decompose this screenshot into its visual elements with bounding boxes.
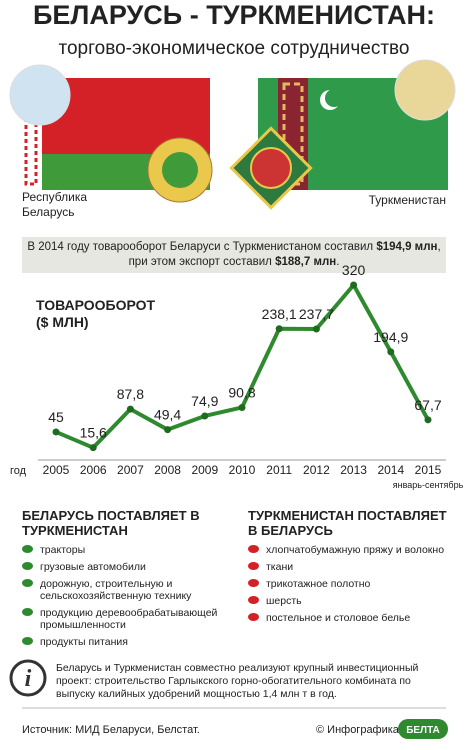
summary-box: [22, 237, 446, 273]
point: [201, 412, 209, 420]
x-tick-label: 2010: [229, 463, 256, 477]
list-item: грузовые автомобили: [22, 561, 222, 573]
list-item: постельное и столовое белье: [248, 612, 448, 624]
note: Беларусь и Туркменистан совместно реализ…: [56, 662, 419, 700]
ornament: [24, 82, 38, 186]
summary-text: $188,7 млн: [275, 256, 337, 268]
value-label: 74,9: [191, 393, 218, 409]
value-label: 67,7: [414, 397, 441, 413]
list-item: ткани: [248, 561, 448, 573]
point: [164, 426, 172, 434]
emblem: [250, 147, 292, 189]
import-list: хлопчатобумажную пряжу и волокно ткани три…: [248, 544, 448, 629]
list-item: тракторы: [22, 544, 222, 556]
emblem: [162, 152, 198, 188]
value-label: 238,1: [262, 306, 297, 322]
point: [89, 444, 97, 452]
x-axis-label: год: [10, 465, 27, 477]
x-tick-label: 2013: [340, 463, 367, 477]
x-tick-label: 2015: [415, 463, 442, 477]
carpet: [282, 82, 304, 186]
value-label: 320: [342, 262, 366, 278]
x-tick-label: 2008: [154, 463, 181, 477]
point: [387, 348, 395, 356]
globe: [394, 59, 456, 121]
summary-text: .: [336, 256, 340, 268]
export-list: тракторы грузовые автомобили дорожную, стр…: [22, 544, 222, 653]
info-icon: [9, 659, 47, 697]
x-tick-label: 2012: [303, 463, 330, 477]
country-label: Туркменистан: [368, 193, 446, 207]
list-item: продукцию деревообрабатывающей промышлен…: [22, 607, 222, 631]
point: [350, 281, 358, 289]
logo-text: БЕЛТА: [406, 725, 440, 736]
summary-text: , при этом экспорт составил: [128, 241, 441, 268]
value-label: 87,8: [117, 386, 144, 402]
x-tick-label: 2011: [266, 463, 292, 477]
title: БЕЛАРУСЬ - ТУРКМЕНИСТАН:: [33, 0, 435, 30]
x-note: январь-сентябрь: [393, 480, 464, 490]
point: [52, 428, 60, 436]
crescent: [325, 89, 343, 107]
value-label: 237,7: [299, 306, 334, 322]
value-label: 49,4: [154, 407, 181, 423]
country-label: Республика Беларусь: [22, 190, 88, 219]
summary: В 2014 году товарооборот Беларуси с Турк…: [26, 240, 442, 270]
value-label: 45: [48, 409, 64, 425]
list-title: ТУРКМЕНИСТАН ПОСТАВЛЯЕТ В БЕЛАРУСЬ: [248, 508, 447, 538]
point: [275, 325, 283, 333]
summary-text: В 2014 году товарооборот Беларуси с Турк…: [27, 241, 377, 253]
list-item: продукты питания: [22, 636, 222, 648]
summary-text: $194,9 млн: [376, 241, 438, 253]
list-item: трикотажное полотно: [248, 578, 448, 590]
value-label: 194,9: [373, 329, 408, 345]
x-tick-label: 2007: [117, 463, 144, 477]
x-tick-label: 2006: [80, 463, 107, 477]
list-item: шерсть: [248, 595, 448, 607]
value-label: 15,6: [80, 425, 107, 441]
point: [126, 405, 134, 413]
point: [424, 416, 432, 424]
globe: [9, 64, 71, 126]
x-tick-label: 2014: [377, 463, 404, 477]
info-icon: i: [25, 666, 32, 692]
x-tick-label: 2009: [191, 463, 218, 477]
chart-subtitle: ($ МЛН): [36, 314, 89, 330]
point: [312, 325, 320, 333]
point: [238, 403, 246, 411]
chart: год 2005 2006 2007 2008 2009 2010 2011 2012 2013 2…: [10, 262, 464, 490]
list-title: БЕЛАРУСЬ ПОСТАВЛЯЕТ В ТУРКМЕНИСТАН: [22, 508, 200, 538]
list-item: хлопчатобумажную пряжу и волокно: [248, 544, 448, 556]
value-label: 90,8: [228, 384, 255, 400]
chart-title: ТОВАРООБОРОТ: [36, 297, 156, 313]
list-item: дорожную, строительную и сельскохозяйств…: [22, 578, 222, 602]
credit: © Инфографика: [316, 724, 399, 736]
logo: [398, 719, 448, 739]
source: Источник: МИД Беларуси, Белстат.: [22, 724, 200, 736]
x-tick-label: 2005: [43, 463, 70, 477]
subtitle: торгово-экономическое сотрудничество: [59, 38, 410, 59]
